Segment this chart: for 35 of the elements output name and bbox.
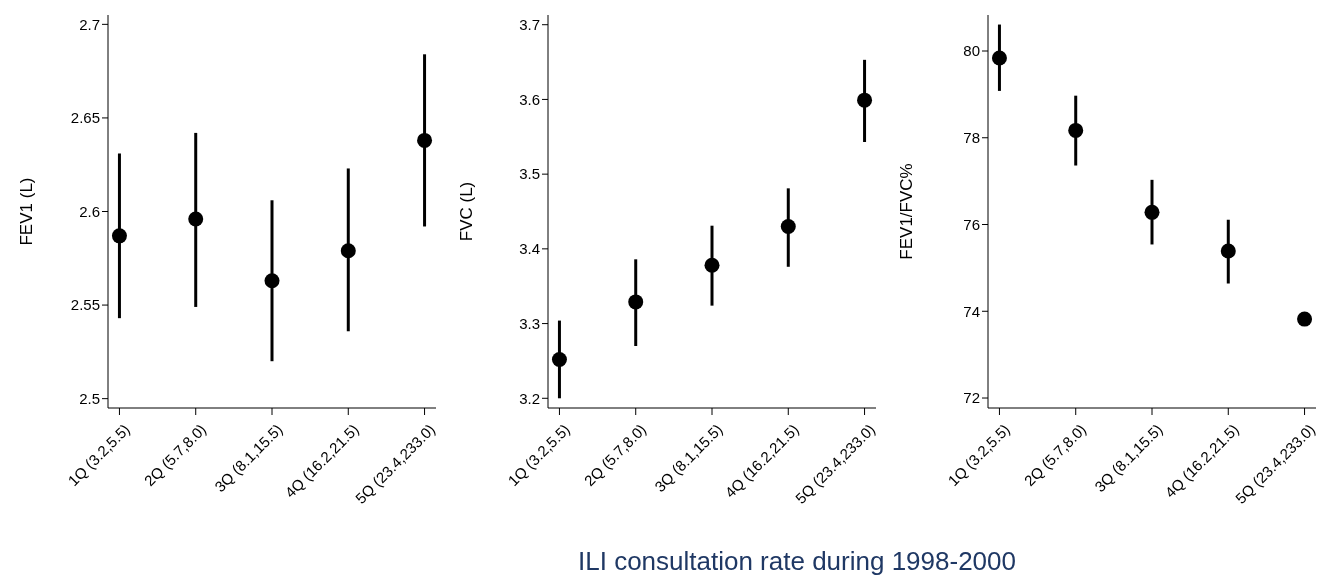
y-tick-label: 78 [963,129,980,147]
point [1220,243,1236,259]
point [111,228,127,244]
point [340,243,356,259]
y-tick-label: 2.5 [79,389,100,407]
y-axis-title: FEV1 (L) [17,177,37,246]
y-tick-label: 80 [963,42,980,60]
y-tick-label: 2.6 [79,202,100,220]
point [1068,122,1084,138]
point [264,273,280,289]
point [1144,204,1160,220]
point [857,92,873,108]
y-tick-label: 76 [963,215,980,233]
y-tick-label: 74 [963,302,980,320]
y-tick-label: 3.6 [519,90,540,108]
point [188,211,204,227]
point [991,50,1007,66]
y-axis-title: FEV1/FVC% [897,163,917,260]
y-tick-label: 3.2 [519,389,540,407]
y-tick-label: 2.55 [70,296,100,314]
point [780,218,796,234]
y-axis-title: FVC (L) [457,181,477,242]
point [417,132,433,148]
point [1297,311,1313,327]
y-tick-label: 3.4 [519,240,540,258]
point [704,257,720,273]
y-tick-label: 2.65 [70,109,100,127]
y-tick-label: 3.3 [519,314,540,332]
y-tick-label: 3.7 [519,16,540,34]
y-tick-label: 2.7 [79,15,100,33]
point [551,351,567,367]
x-axis-title: ILI consultation rate during 1998-2000 [577,546,1017,577]
y-tick-label: 72 [963,389,980,407]
point [628,294,644,310]
y-tick-label: 3.5 [519,165,540,183]
